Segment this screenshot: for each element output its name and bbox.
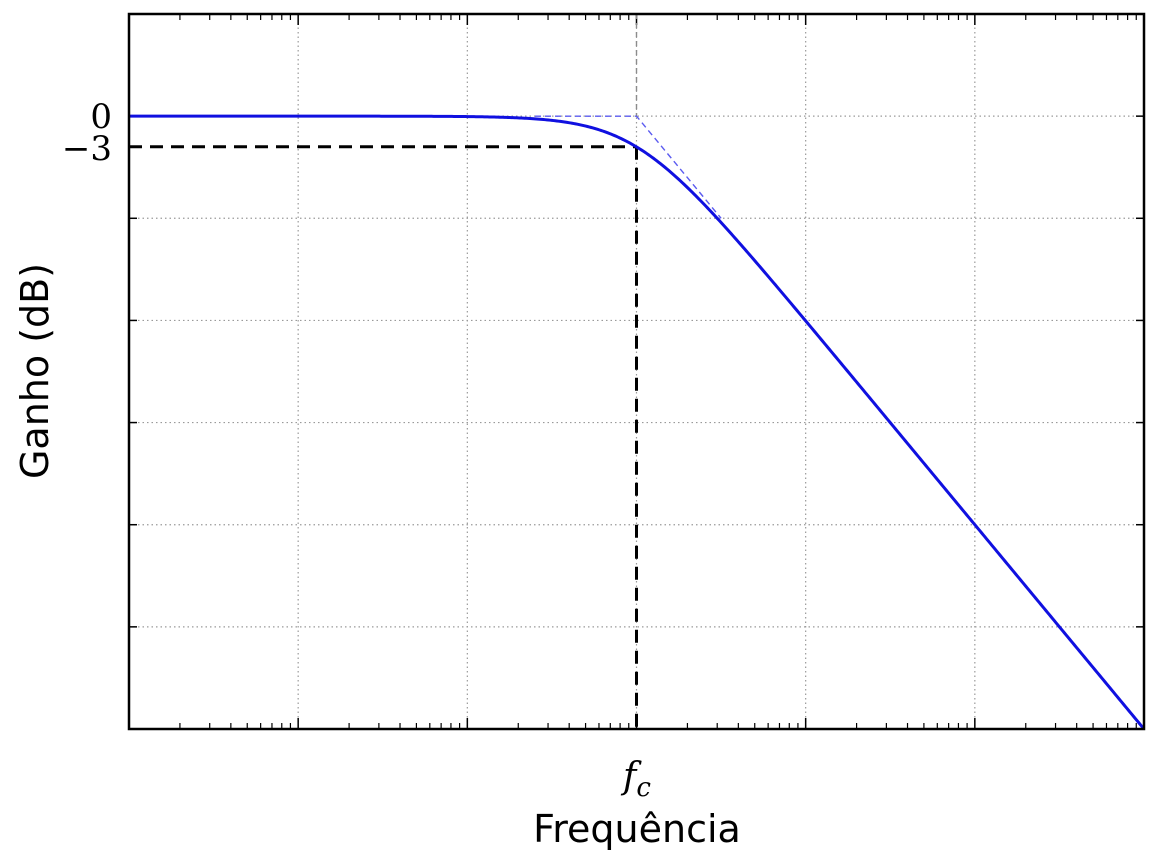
x-axis-title: Frequência <box>533 807 741 851</box>
y-tick-label: 0 <box>90 97 112 137</box>
x-tick-label-fc: fc <box>620 756 651 803</box>
gain-response-line <box>129 114 1146 730</box>
y-tick-labels: 0−3 <box>62 97 112 169</box>
minor-ticks <box>179 14 1137 729</box>
cutoff-markers <box>129 14 638 729</box>
asymptote-dashed-line <box>535 115 722 219</box>
plot-frame <box>127 12 1146 731</box>
fc-sub: c <box>636 773 651 803</box>
y-tick-label: −3 <box>62 129 112 169</box>
series-lines <box>129 114 1146 730</box>
y-axis-title: Ganho (dB) <box>13 263 57 479</box>
